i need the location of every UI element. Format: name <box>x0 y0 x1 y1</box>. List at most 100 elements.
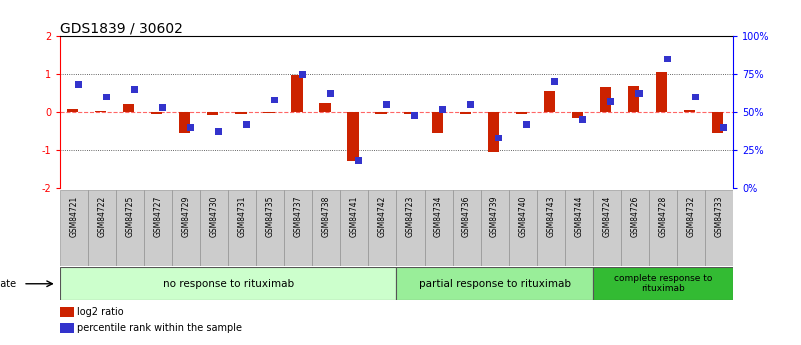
Text: GSM84727: GSM84727 <box>154 196 163 237</box>
Bar <box>383 101 390 108</box>
Bar <box>565 190 593 266</box>
Bar <box>151 112 163 114</box>
Text: GSM84729: GSM84729 <box>182 196 191 237</box>
Bar <box>88 190 116 266</box>
Text: GSM84726: GSM84726 <box>630 196 639 237</box>
Bar <box>600 87 611 112</box>
Bar <box>131 86 138 93</box>
Text: GSM84742: GSM84742 <box>378 196 387 237</box>
Text: GSM84723: GSM84723 <box>406 196 415 237</box>
Bar <box>60 307 74 317</box>
Text: GSM84735: GSM84735 <box>266 196 275 237</box>
Text: GSM84728: GSM84728 <box>658 196 667 237</box>
Text: GSM84722: GSM84722 <box>98 196 107 237</box>
Bar <box>544 91 555 112</box>
Bar <box>368 190 396 266</box>
Bar <box>572 112 583 118</box>
Bar <box>481 190 509 266</box>
Bar <box>340 190 368 266</box>
Text: GSM84744: GSM84744 <box>574 196 583 237</box>
Bar <box>348 112 359 161</box>
Bar <box>74 81 82 88</box>
Bar <box>159 104 166 111</box>
Bar <box>719 124 727 131</box>
Bar <box>355 157 362 164</box>
Bar <box>579 116 586 123</box>
Bar <box>649 190 677 266</box>
Bar <box>256 190 284 266</box>
Bar <box>200 190 228 266</box>
Text: GSM84721: GSM84721 <box>70 196 78 237</box>
Bar <box>684 110 695 112</box>
Text: GSM84739: GSM84739 <box>490 196 499 237</box>
Bar <box>228 190 256 266</box>
Bar <box>593 190 621 266</box>
Bar <box>312 190 340 266</box>
Bar <box>656 72 667 112</box>
Text: GSM84740: GSM84740 <box>518 196 527 237</box>
Bar <box>488 112 499 152</box>
Bar <box>284 190 312 266</box>
Bar <box>116 190 144 266</box>
Bar <box>607 98 614 105</box>
Bar <box>621 190 649 266</box>
Bar <box>376 112 387 114</box>
Text: GSM84738: GSM84738 <box>322 196 331 237</box>
Bar <box>264 112 275 113</box>
Bar <box>60 323 74 333</box>
Text: complete response to
rituximab: complete response to rituximab <box>614 274 712 294</box>
Bar <box>299 71 306 78</box>
Bar <box>396 190 425 266</box>
Text: percentile rank within the sample: percentile rank within the sample <box>77 323 242 333</box>
Text: GSM84732: GSM84732 <box>686 196 695 237</box>
Bar <box>404 112 415 114</box>
Bar <box>677 190 705 266</box>
Text: GSM84731: GSM84731 <box>238 196 247 237</box>
Text: no response to rituximab: no response to rituximab <box>163 279 294 289</box>
Text: GSM84743: GSM84743 <box>546 196 555 237</box>
Text: GSM84730: GSM84730 <box>210 196 219 237</box>
Text: log2 ratio: log2 ratio <box>77 307 123 317</box>
Text: GSM84741: GSM84741 <box>350 196 359 237</box>
Text: GSM84734: GSM84734 <box>434 196 443 237</box>
Bar <box>712 112 723 133</box>
Bar <box>320 103 331 112</box>
Bar <box>292 75 303 112</box>
Bar <box>691 93 698 100</box>
Bar <box>523 121 530 128</box>
Bar <box>103 93 110 100</box>
Bar <box>179 112 191 133</box>
Bar <box>207 112 219 115</box>
Bar <box>396 267 593 300</box>
Text: partial response to rituximab: partial response to rituximab <box>419 279 570 289</box>
Bar <box>172 190 200 266</box>
Bar <box>243 121 250 128</box>
Bar <box>628 86 639 112</box>
Bar <box>509 190 537 266</box>
Bar <box>144 190 172 266</box>
Bar <box>537 190 565 266</box>
Text: GSM84724: GSM84724 <box>602 196 611 237</box>
Text: GDS1839 / 30602: GDS1839 / 30602 <box>60 21 183 35</box>
Text: GSM84736: GSM84736 <box>462 196 471 237</box>
Bar <box>635 90 642 97</box>
Bar <box>453 190 481 266</box>
Bar <box>235 112 247 114</box>
Bar <box>411 112 418 119</box>
Bar <box>425 190 453 266</box>
Bar <box>95 111 107 112</box>
Bar <box>432 112 443 133</box>
Bar <box>705 190 733 266</box>
Bar <box>516 112 527 114</box>
Bar <box>439 106 446 112</box>
Bar <box>467 101 474 108</box>
Bar <box>495 135 502 141</box>
Bar <box>551 78 558 85</box>
Bar <box>60 267 396 300</box>
Bar <box>60 190 88 266</box>
Bar <box>187 124 194 131</box>
Bar <box>123 104 135 112</box>
Bar <box>271 97 278 104</box>
Text: GSM84725: GSM84725 <box>126 196 135 237</box>
Bar <box>215 128 222 135</box>
